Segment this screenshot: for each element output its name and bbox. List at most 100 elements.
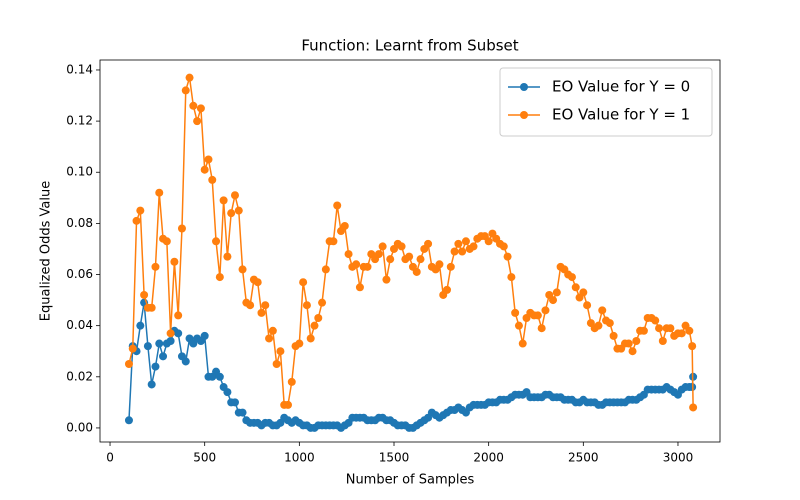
legend-label: EO Value for Y = 1 — [552, 106, 690, 124]
data-point — [174, 311, 183, 320]
data-point — [378, 242, 387, 251]
data-point — [246, 301, 255, 310]
data-point — [204, 155, 213, 164]
data-point — [310, 321, 319, 330]
data-point — [238, 265, 247, 274]
data-point — [688, 342, 697, 351]
data-point — [128, 344, 137, 353]
data-point — [594, 321, 603, 330]
data-point — [234, 206, 243, 215]
data-point — [605, 319, 614, 328]
data-point — [651, 316, 660, 325]
data-point — [424, 239, 433, 248]
data-point — [230, 398, 239, 407]
data-point — [514, 321, 523, 330]
data-point — [306, 334, 315, 343]
x-axis-label: Number of Samples — [346, 473, 475, 488]
data-point — [499, 242, 508, 251]
data-point — [124, 416, 133, 425]
data-point — [261, 301, 270, 310]
data-point — [689, 403, 698, 412]
data-point — [583, 301, 592, 310]
data-point — [143, 342, 152, 351]
data-point — [151, 262, 160, 271]
data-point — [541, 306, 550, 315]
data-point — [238, 408, 247, 417]
data-point — [302, 301, 311, 310]
data-point — [435, 260, 444, 269]
y-tick-label: 0.12 — [66, 114, 93, 128]
data-point — [132, 216, 141, 225]
x-tick-label: 3000 — [663, 451, 694, 465]
data-point — [196, 104, 205, 113]
data-point — [181, 357, 190, 366]
data-point — [147, 380, 156, 389]
data-point — [314, 313, 323, 322]
legend-marker — [520, 111, 528, 119]
data-point — [469, 242, 478, 251]
data-point — [223, 252, 232, 261]
data-point — [193, 117, 202, 126]
data-point — [219, 196, 228, 205]
data-point — [655, 324, 664, 333]
data-point — [147, 303, 156, 312]
data-point — [227, 209, 236, 218]
y-tick-label: 0.08 — [66, 216, 93, 230]
data-point — [450, 247, 459, 256]
data-point — [537, 324, 546, 333]
data-point — [382, 275, 391, 284]
data-point — [454, 239, 463, 248]
data-point — [189, 101, 198, 110]
data-point — [507, 273, 516, 282]
data-point — [215, 273, 224, 282]
data-point — [162, 237, 171, 246]
data-point — [374, 250, 383, 259]
data-point — [124, 360, 133, 369]
data-point — [609, 331, 618, 340]
data-point — [363, 262, 372, 271]
data-point — [155, 339, 164, 348]
data-point — [212, 237, 221, 246]
data-point — [265, 334, 274, 343]
data-point — [170, 257, 179, 266]
data-point — [639, 326, 648, 335]
data-point — [166, 329, 175, 338]
data-point — [329, 237, 338, 246]
data-point — [446, 262, 455, 271]
data-point — [283, 400, 292, 409]
data-point — [200, 165, 209, 174]
data-point — [136, 321, 145, 330]
data-point — [333, 201, 342, 210]
data-point — [223, 388, 232, 397]
data-point — [272, 360, 281, 369]
data-point — [412, 267, 421, 276]
y-tick-label: 0.04 — [66, 318, 93, 332]
legend-marker — [520, 83, 528, 91]
data-point — [386, 255, 395, 264]
data-point — [268, 326, 277, 335]
data-point — [443, 285, 452, 294]
data-point — [685, 326, 694, 335]
data-point — [518, 339, 527, 348]
data-point — [666, 324, 675, 333]
data-point — [624, 339, 633, 348]
data-point — [397, 242, 406, 251]
data-point — [461, 237, 470, 246]
data-point — [567, 273, 576, 282]
data-point — [579, 288, 588, 297]
data-point — [276, 347, 285, 356]
data-point — [287, 377, 296, 386]
data-point — [318, 298, 327, 307]
data-point — [632, 337, 641, 346]
data-point — [484, 237, 493, 246]
x-tick-label: 2000 — [473, 451, 504, 465]
data-point — [200, 331, 209, 340]
data-point — [405, 252, 414, 261]
data-point — [549, 296, 558, 305]
data-point — [416, 255, 425, 264]
data-point — [344, 250, 353, 259]
axes-frame — [99, 59, 721, 443]
y-tick-label: 0.02 — [66, 369, 93, 383]
data-point — [208, 175, 217, 184]
